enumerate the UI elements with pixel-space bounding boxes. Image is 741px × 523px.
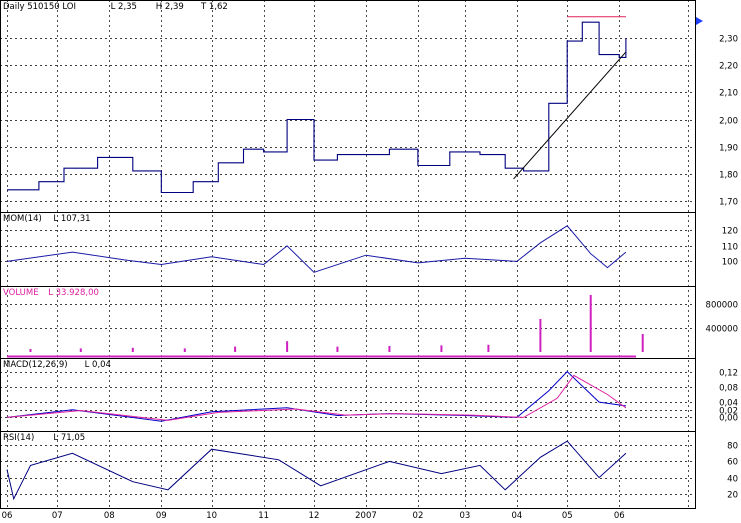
y-tick-label: 120 [722, 227, 738, 237]
x-tick-label: 06 [2, 511, 13, 521]
panel-stat: L 71,05 [53, 433, 85, 443]
x-tick-label: 09 [156, 511, 167, 521]
y-tick-label: 0,12 [719, 369, 738, 379]
panel-frame-2 [0, 286, 696, 359]
volume-bar [183, 348, 186, 352]
scroll-right-arrow-icon[interactable] [696, 17, 703, 25]
volume-bar [388, 346, 391, 352]
panel-stat: L 0,04 [85, 360, 111, 370]
y-tick-label: 0,02 [719, 407, 738, 417]
y-tick-label: 20 [727, 491, 738, 501]
x-tick-label: 08 [104, 511, 115, 521]
y-tick-label: 2,10 [719, 89, 738, 99]
y-tick-label: 800000 [706, 301, 738, 311]
panel-stat: L 107,31 [53, 214, 90, 224]
y-tick-label: 1,80 [719, 171, 738, 181]
x-tick-label: 06 [614, 511, 625, 521]
chart-marks [6, 16, 644, 501]
price-line [7, 21, 627, 194]
panel-frame-4 [0, 431, 696, 509]
x-tick-label: 05 [562, 511, 573, 521]
y-tick-label: 400000 [706, 325, 738, 335]
y-tick-label: 80 [727, 442, 738, 452]
volume-bar [641, 334, 644, 352]
signal-line [6, 374, 627, 421]
x-tick-label: 04 [511, 511, 522, 521]
volume-bar [336, 346, 339, 352]
volume-bar [286, 341, 289, 352]
y-tick-label: 110 [722, 243, 738, 253]
y-tick-label: 60 [727, 458, 738, 468]
y-tick-label: 2,20 [719, 62, 738, 72]
x-tick-label: 11 [258, 511, 269, 521]
y-tick-label: 2,00 [719, 117, 738, 127]
x-tick-label: 07 [52, 511, 63, 521]
volume-bar [440, 345, 443, 352]
panel-stat: H 2,39 [156, 2, 184, 12]
panel-stat: T 1,62 [200, 2, 228, 12]
volume-bar [539, 319, 542, 352]
x-tick-label: 12 [309, 511, 320, 521]
y-tick-label: 0,00 [719, 414, 738, 424]
y-tick-label: 1,70 [719, 198, 738, 208]
panel-title: RSI(14) [3, 433, 34, 443]
panel-title: MOM(14) [3, 214, 42, 224]
y-tick-label: 40 [727, 475, 738, 485]
volume-bar [29, 349, 32, 352]
y-tick-label: 2,30 [719, 35, 738, 45]
grid-lines [0, 0, 695, 508]
panel-title: Daily 510150 LOI [3, 2, 76, 12]
volume-bar [79, 348, 82, 352]
panel-title: MACD(12,26,9) [3, 360, 68, 370]
panel-frame-3 [0, 358, 696, 432]
y-tick-label: 0,08 [719, 384, 738, 394]
y-tick-label: 0,04 [719, 399, 738, 409]
x-tick-label: 03 [459, 511, 470, 521]
panel-frame-1 [0, 212, 696, 287]
x-tick-label: 2007 [355, 511, 377, 521]
panel-frame-0 [0, 0, 696, 213]
panel-stat: L 33.928,00 [48, 288, 99, 298]
x-tick-label: 10 [206, 511, 217, 521]
rsi-line [6, 440, 627, 501]
momentum-line [6, 225, 627, 273]
volume-bar [234, 346, 237, 352]
panel-title: VOLUME [3, 288, 39, 298]
panel-frames [0, 0, 696, 509]
volume-bar [131, 347, 134, 352]
volume-bar [589, 295, 592, 352]
y-tick-label: 1,90 [719, 144, 738, 154]
panel-stat: L 2,35 [111, 2, 137, 12]
y-tick-label: 100 [722, 258, 738, 268]
x-tick-label: 02 [413, 511, 424, 521]
volume-bar [487, 344, 490, 352]
trend-line [513, 51, 627, 180]
